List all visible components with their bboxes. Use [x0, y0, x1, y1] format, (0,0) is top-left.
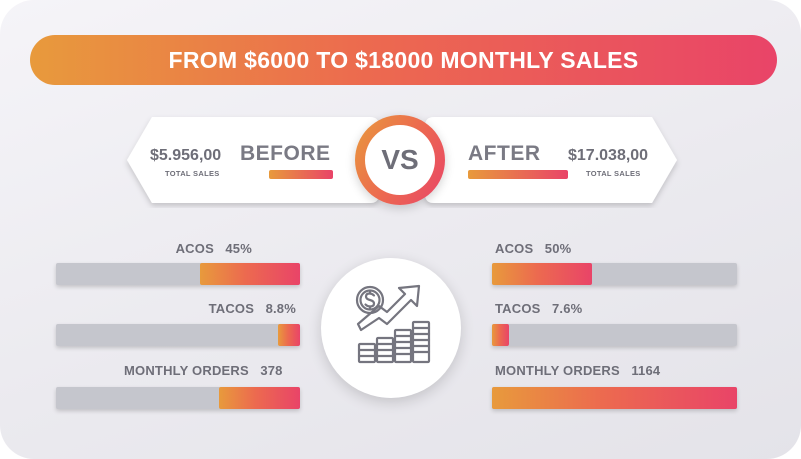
before-acos-label: ACOS 45%: [175, 241, 252, 256]
after-orders-bar: [492, 387, 737, 409]
after-total-caption: TOTAL SALES: [586, 169, 641, 178]
before-tacos-bar: [56, 324, 300, 346]
vs-text: VS: [365, 125, 435, 195]
before-acos-bar: [56, 263, 300, 285]
before-underline: [269, 170, 333, 179]
before-total-value: $5.956,00: [150, 147, 222, 164]
after-acos-bar: [492, 263, 737, 285]
after-acos-label: ACOS 50%: [495, 241, 572, 256]
before-orders-fill: [219, 387, 300, 409]
after-orders-label: MONTHLY ORDERS 1164: [495, 363, 661, 378]
after-tacos-fill: [492, 324, 510, 346]
after-orders-fill: [492, 387, 737, 409]
before-total-caption: TOTAL SALES: [165, 169, 220, 178]
before-orders-label: MONTHLY ORDERS 378: [124, 363, 283, 378]
before-orders-bar: [56, 387, 300, 409]
headline-text: FROM $6000 TO $18000 MONTHLY SALES: [168, 46, 639, 73]
before-panel: $5.956,00 TOTAL SALES BEFORE: [122, 112, 384, 208]
after-panel-shape: [425, 117, 677, 203]
headline-banner: FROM $6000 TO $18000 MONTHLY SALES: [30, 35, 777, 85]
vs-badge: VS: [355, 115, 445, 205]
dollar-growth-chart-icon: [355, 284, 431, 364]
before-tacos-fill: [278, 324, 300, 346]
after-total-value: $17.038,00: [568, 147, 649, 164]
after-label: AFTER: [468, 142, 541, 165]
after-tacos-bar: [492, 324, 737, 346]
center-icon-circle: [321, 258, 461, 398]
before-acos-fill: [199, 263, 300, 285]
after-panel: AFTER $17.038,00 TOTAL SALES: [420, 112, 682, 208]
after-tacos-label: TACOS 7.6%: [495, 301, 583, 316]
before-label: BEFORE: [240, 142, 331, 165]
before-tacos-label: TACOS 8.8%: [208, 301, 296, 316]
after-acos-fill: [492, 263, 593, 285]
before-panel-shape: [127, 117, 379, 203]
after-underline: [468, 170, 568, 179]
